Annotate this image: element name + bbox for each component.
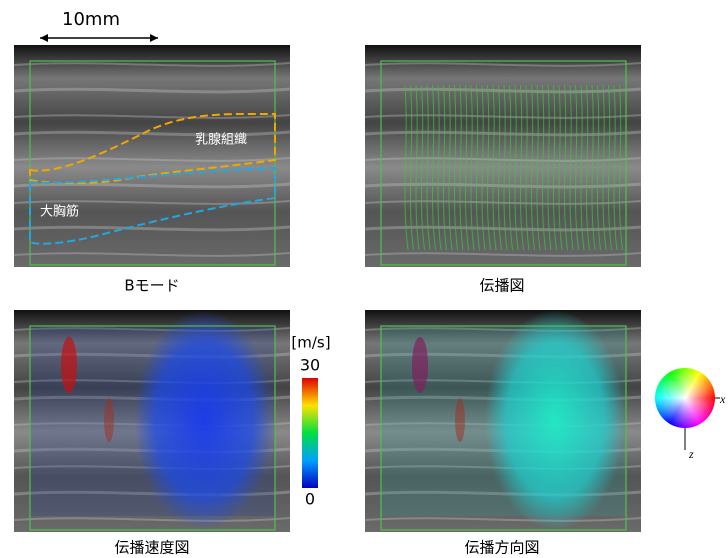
ultrasound-image <box>14 45 290 267</box>
colorbar-unit: [m/s] <box>291 334 330 352</box>
figure: 10mm 乳腺組織 大胸筋 Bモード 伝播図 伝播速度図 伝播方向図 [m/s]… <box>0 0 728 558</box>
colorbar-tick-label: 0 <box>305 490 315 509</box>
axis-label: x <box>719 392 726 406</box>
hot-spot <box>455 398 465 442</box>
hot-spot <box>104 398 114 442</box>
axis-label: z <box>688 447 694 461</box>
hot-spot <box>412 337 428 393</box>
scale-label: 10mm <box>62 9 120 30</box>
region-label: 乳腺組織 <box>195 133 247 148</box>
caption: 伝播速度図 <box>114 539 189 557</box>
region-label: 大胸筋 <box>40 204 79 220</box>
caption: 伝播図 <box>479 277 524 295</box>
hot-spot <box>61 337 77 393</box>
caption: Bモード <box>124 277 179 295</box>
colorbar <box>302 378 318 488</box>
colorbar-tick-label: 30 <box>300 356 320 375</box>
direction-wheel <box>655 368 715 428</box>
caption: 伝播方向図 <box>464 539 539 557</box>
figure-svg: 10mm 乳腺組織 大胸筋 Bモード 伝播図 伝播速度図 伝播方向図 [m/s]… <box>0 0 728 558</box>
